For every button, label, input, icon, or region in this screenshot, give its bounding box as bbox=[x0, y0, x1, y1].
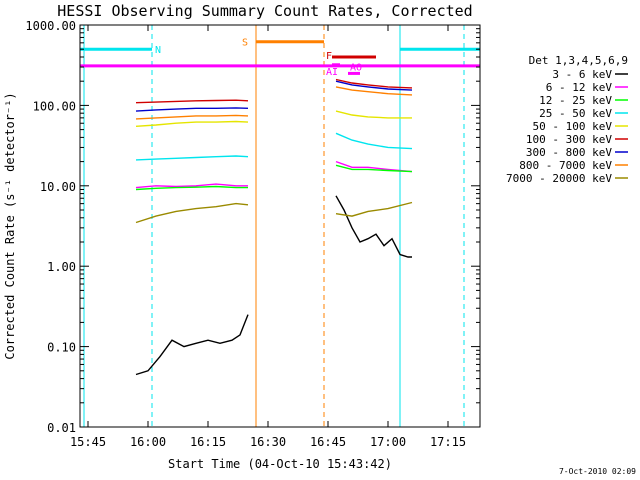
y-axis-ticks: 0.01 0.10 1.00 10.00 100.00 1000.00 bbox=[25, 19, 480, 435]
x-tick-label-5: 17:00 bbox=[370, 435, 406, 449]
series-line-4-1 bbox=[335, 110, 412, 119]
series-line-0-1 bbox=[335, 195, 412, 258]
legend-label-5: 100 - 300 keV bbox=[526, 133, 612, 146]
legend-label-4: 50 - 100 keV bbox=[533, 120, 613, 133]
y-tick-label-4: 100.00 bbox=[33, 99, 76, 113]
series-line-1-0 bbox=[135, 183, 248, 189]
series-line-0-0 bbox=[135, 314, 249, 376]
series-line-8-1 bbox=[335, 201, 413, 217]
legend-label-0: 3 - 6 keV bbox=[552, 68, 612, 81]
x-tick-label-2: 16:15 bbox=[190, 435, 226, 449]
y-tick-label-3: 10.00 bbox=[40, 180, 76, 194]
y-tick-label-5: 1000.00 bbox=[25, 19, 76, 33]
series-line-2-0 bbox=[135, 185, 248, 191]
series-line-3-1 bbox=[335, 132, 413, 150]
y-tick-label-2: 1.00 bbox=[47, 260, 76, 274]
legend-label-1: 6 - 12 keV bbox=[546, 81, 613, 94]
series-line-1-1 bbox=[335, 160, 413, 173]
y-tick-label-1: 0.10 bbox=[47, 341, 76, 355]
series-line-7-0 bbox=[135, 114, 249, 120]
series-line-5-1 bbox=[335, 78, 413, 89]
x-axis-label: Start Time (04-Oct-10 15:43:42) bbox=[168, 457, 392, 471]
flag-bars: N S F AI AO bbox=[80, 38, 480, 78]
legend-label-2: 12 - 25 keV bbox=[539, 94, 612, 107]
legend-title: Det 1,3,4,5,6,9 bbox=[529, 54, 628, 67]
series-line-2-1 bbox=[335, 164, 413, 173]
series-line-6-1 bbox=[335, 80, 413, 91]
y-axis-label: Corrected Count Rate (s⁻¹ detector⁻¹) bbox=[3, 92, 17, 359]
x-axis-ticks: 15:45 16:00 16:15 16:30 16:45 17:00 17:15 bbox=[70, 25, 466, 449]
series-line-8-0 bbox=[135, 202, 249, 224]
flag-label-AO: AO bbox=[350, 62, 362, 73]
series-line-7-1 bbox=[335, 86, 413, 96]
y-tick-label-0: 0.01 bbox=[47, 421, 76, 435]
vertical-markers bbox=[83, 25, 465, 427]
series-line-4-0 bbox=[135, 120, 249, 127]
legend-label-8: 7000 - 20000 keV bbox=[506, 172, 612, 185]
chart-title: HESSI Observing Summary Count Rates, Cor… bbox=[57, 2, 472, 20]
legend-label-6: 300 - 800 keV bbox=[526, 146, 612, 159]
flag-label-AI: AI bbox=[326, 67, 338, 78]
series-line-6-0 bbox=[135, 107, 249, 112]
x-tick-label-0: 15:45 bbox=[70, 435, 106, 449]
flag-label-S: S bbox=[242, 38, 248, 49]
plot-frame bbox=[79, 24, 481, 428]
x-tick-label-4: 16:45 bbox=[310, 435, 346, 449]
legend-label-7: 800 - 7000 keV bbox=[519, 159, 612, 172]
flag-label-N: N bbox=[155, 45, 161, 56]
x-tick-label-3: 16:30 bbox=[250, 435, 286, 449]
x-tick-label-6: 17:15 bbox=[430, 435, 466, 449]
flag-label-F: F bbox=[326, 51, 332, 62]
legend-label-3: 25 - 50 keV bbox=[539, 107, 612, 120]
series-line-5-0 bbox=[135, 99, 249, 104]
x-tick-label-1: 16:00 bbox=[130, 435, 166, 449]
series-line-3-0 bbox=[135, 155, 249, 161]
timestamp: 7-Oct-2010 02:09 bbox=[559, 467, 636, 476]
series-layer bbox=[135, 78, 413, 376]
